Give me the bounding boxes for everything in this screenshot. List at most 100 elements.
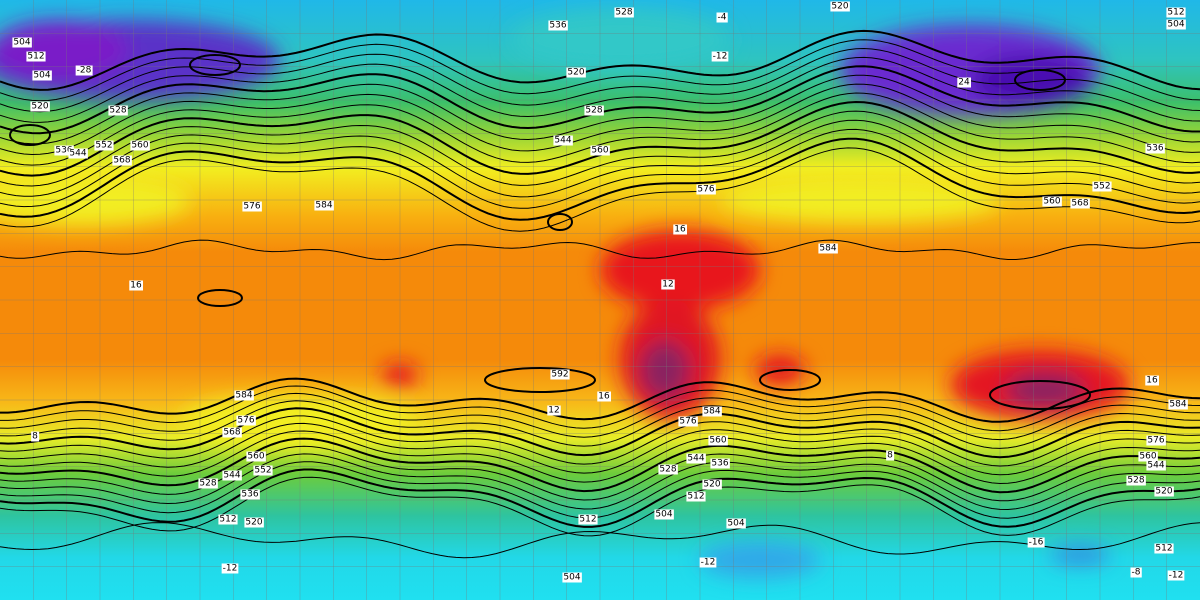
contour-label: 12: [548, 406, 559, 416]
contour-label: -12: [223, 564, 238, 574]
contour-label: 544: [223, 471, 240, 481]
contour-label: 576: [237, 416, 254, 426]
contour-line: [0, 47, 1200, 113]
contour-line: [0, 137, 1200, 221]
contour-label: 528: [585, 106, 602, 116]
contour-label: -8: [1132, 568, 1141, 578]
label-background: [234, 390, 254, 401]
label-background: [696, 184, 716, 195]
contour-line: [0, 83, 1200, 156]
contour-line: [0, 422, 1200, 476]
contour-label: 584: [703, 407, 720, 417]
label-background: [548, 20, 568, 31]
label-background: [1168, 399, 1188, 410]
contour-line: [0, 385, 1200, 432]
contour-label: 584: [235, 391, 252, 401]
contour-label: 528: [109, 106, 126, 116]
contour-label: 16: [674, 225, 686, 235]
contour-label: 504: [33, 71, 50, 81]
contour-loop: [484, 367, 596, 393]
contour-label: 576: [243, 202, 260, 212]
contour-loop: [759, 369, 821, 391]
label-background: [614, 7, 634, 18]
contour-label: 576: [697, 185, 714, 195]
label-background: [686, 491, 706, 502]
label-background: [222, 427, 242, 438]
label-background: [673, 224, 687, 235]
label-background: [130, 140, 150, 151]
label-background: [236, 415, 256, 426]
contour-label: -16: [1029, 538, 1044, 548]
contour-line: [0, 461, 1200, 519]
contour-line: [0, 147, 1200, 232]
label-background: [1092, 181, 1112, 192]
contour-label: 552: [1093, 182, 1110, 192]
contour-label: 8: [887, 451, 893, 461]
contour-label: 512: [579, 515, 596, 525]
contour-label: 560: [131, 141, 148, 151]
label-background: [957, 77, 971, 88]
contour-label: 536: [241, 490, 258, 500]
label-background: [240, 489, 260, 500]
label-background: [26, 51, 46, 62]
contour-label: 536: [1146, 144, 1163, 154]
contour-line: [0, 56, 1200, 123]
contour-label: 560: [591, 146, 608, 156]
label-background: [710, 458, 730, 469]
contour-label: 544: [1147, 461, 1164, 471]
contour-label: 512: [27, 52, 44, 62]
contour-label: -12: [713, 52, 728, 62]
label-background: [68, 148, 88, 159]
contour-line: [0, 119, 1200, 198]
label-background: [1154, 486, 1174, 497]
label-background: [1146, 460, 1166, 471]
label-background: [1027, 537, 1045, 548]
contour-label: 512: [1167, 8, 1184, 18]
contour-label: 544: [554, 136, 571, 146]
contour-label: 552: [95, 141, 112, 151]
label-background: [1154, 543, 1174, 554]
label-background: [708, 435, 728, 446]
contour-label: 512: [1155, 544, 1172, 554]
contour-label: 504: [655, 510, 672, 520]
contour-label: 584: [819, 244, 836, 254]
label-background: [1130, 567, 1142, 578]
contour-loop: [989, 380, 1091, 410]
contour-label: 520: [831, 2, 848, 12]
contour-loop: [9, 124, 51, 146]
label-background: [699, 557, 717, 568]
label-background: [654, 509, 674, 520]
contour-label: 560: [1043, 197, 1060, 207]
label-background: [221, 563, 239, 574]
contour-label: 520: [1155, 487, 1172, 497]
contour-label: 552: [254, 466, 271, 476]
label-background: [702, 406, 722, 417]
contour-label: 528: [1127, 476, 1144, 486]
contour-loop: [197, 289, 243, 307]
contour-label: 560: [709, 436, 726, 446]
contour-label: 8: [32, 432, 38, 442]
contour-label: -28: [77, 66, 92, 76]
label-background: [218, 514, 238, 525]
label-background: [246, 451, 266, 462]
contour-label: 528: [615, 8, 632, 18]
label-background: [818, 243, 838, 254]
label-background: [686, 453, 706, 464]
label-background: [129, 280, 143, 291]
contour-line: [0, 92, 1200, 166]
label-background: [12, 37, 32, 48]
contour-line: [0, 239, 1200, 261]
contour-loop: [547, 213, 573, 231]
label-background: [75, 65, 93, 76]
contour-label: 520: [31, 102, 48, 112]
contour-label: 536: [711, 459, 728, 469]
contour-label: 520: [703, 480, 720, 490]
contour-label: 576: [1147, 436, 1164, 446]
contour-line: [0, 39, 1200, 102]
contour-loop: [189, 54, 241, 76]
label-background: [1070, 198, 1090, 209]
label-background: [31, 431, 40, 442]
label-background: [716, 12, 728, 23]
